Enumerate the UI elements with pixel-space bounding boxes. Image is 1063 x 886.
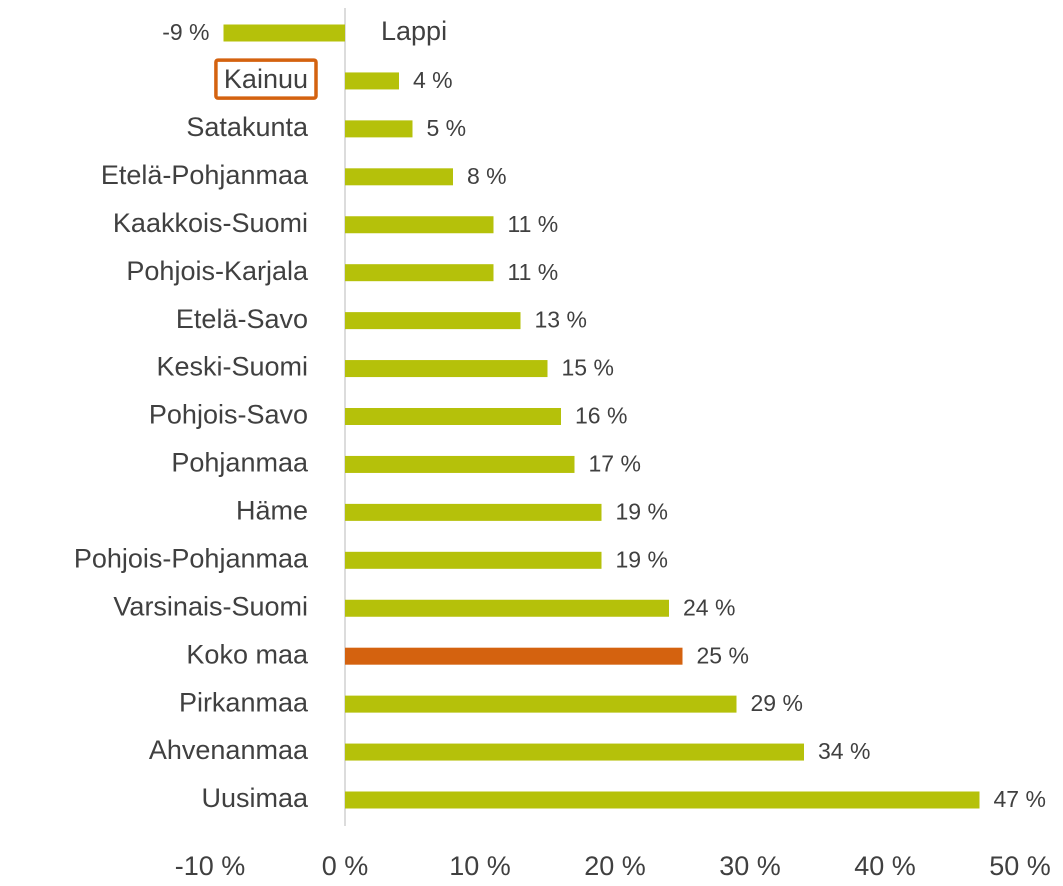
category-label: Häme <box>236 496 308 526</box>
bar <box>345 120 413 138</box>
category-label: Lappi <box>381 16 447 46</box>
category-label: Keski-Suomi <box>156 352 308 382</box>
x-tick-label: 0 % <box>322 851 369 881</box>
category-label: Kainuu <box>224 64 308 94</box>
bar <box>345 216 494 234</box>
bar <box>345 408 561 425</box>
bar <box>345 360 548 378</box>
category-label: Pohjanmaa <box>171 448 309 478</box>
bar <box>345 647 683 665</box>
value-label: 13 % <box>535 307 587 333</box>
category-label: Pohjois-Savo <box>149 400 308 430</box>
value-label: 11 % <box>508 211 559 237</box>
x-tick-label: 50 % <box>989 851 1051 881</box>
category-label: Varsinais-Suomi <box>113 591 308 621</box>
bar <box>345 72 399 90</box>
value-label: 8 % <box>467 163 507 189</box>
bar <box>345 503 602 521</box>
bar <box>345 312 521 330</box>
bar <box>345 264 494 282</box>
category-label: Etelä-Savo <box>176 304 308 334</box>
bar <box>345 599 669 617</box>
value-label: 19 % <box>616 546 668 572</box>
highlight-box <box>214 58 318 100</box>
bar <box>223 24 345 42</box>
category-label: Satakunta <box>186 112 309 142</box>
category-label: Pirkanmaa <box>179 687 309 717</box>
value-label: 29 % <box>751 690 803 716</box>
value-label: 19 % <box>616 498 668 524</box>
category-label: Pohjois-Pohjanmaa <box>74 543 309 573</box>
value-label: 34 % <box>818 738 870 764</box>
bar <box>345 791 980 809</box>
value-label: 5 % <box>427 115 467 141</box>
bar <box>345 455 575 473</box>
value-label: 17 % <box>589 451 641 477</box>
category-label: Pohjois-Karjala <box>126 256 309 286</box>
value-label: 25 % <box>697 642 749 668</box>
value-label: 4 % <box>413 67 453 93</box>
x-tick-label: 20 % <box>584 851 646 881</box>
category-label: Koko maa <box>186 639 309 669</box>
value-label: 47 % <box>994 786 1046 812</box>
x-tick-label: 10 % <box>449 851 511 881</box>
category-label: Ahvenanmaa <box>149 735 309 765</box>
value-label: 16 % <box>575 403 627 429</box>
category-label: Etelä-Pohjanmaa <box>101 160 309 190</box>
value-label: 24 % <box>683 594 735 620</box>
value-label: 15 % <box>562 355 614 381</box>
value-label: 11 % <box>508 259 559 285</box>
x-tick-label: -10 % <box>175 851 246 881</box>
value-label: -9 % <box>162 19 209 45</box>
bar <box>345 695 737 713</box>
x-tick-label: 30 % <box>719 851 781 881</box>
bar <box>345 551 602 569</box>
bar <box>345 168 453 186</box>
bar <box>345 743 804 761</box>
category-label: Kaakkois-Suomi <box>113 208 308 238</box>
x-tick-label: 40 % <box>854 851 916 881</box>
category-label: Uusimaa <box>201 783 309 813</box>
